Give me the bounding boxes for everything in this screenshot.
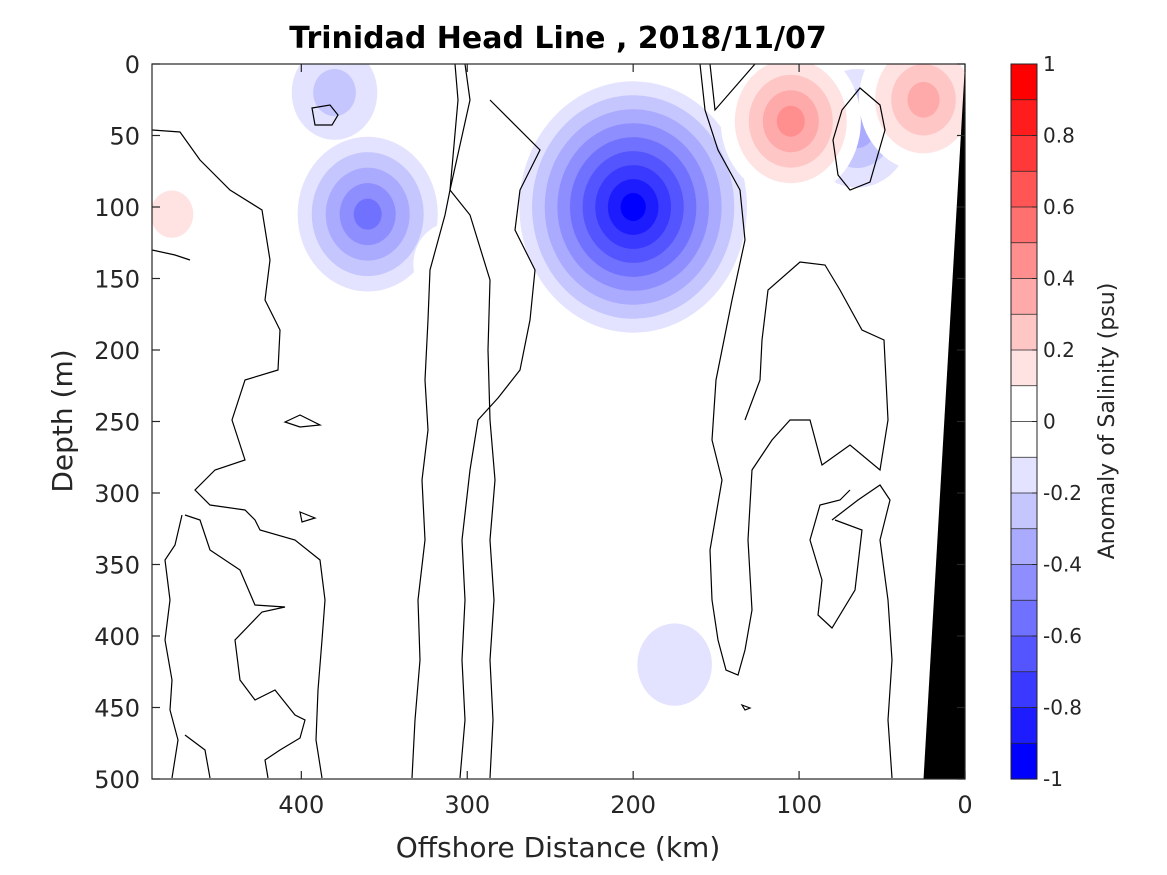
colorbar-tick-label: -0.6 xyxy=(1043,624,1082,648)
zero-contour-lines xyxy=(152,64,893,779)
seafloor-bathymetry xyxy=(923,64,965,779)
anomaly-contour-fill xyxy=(353,198,382,230)
x-tick-label: 300 xyxy=(444,791,490,819)
colorbar-swatch xyxy=(1011,385,1037,423)
colorbar-swatch xyxy=(1011,421,1037,458)
contour-line xyxy=(311,104,339,126)
colorbar-swatch xyxy=(1011,528,1037,566)
colorbar-swatch xyxy=(1011,135,1037,172)
colorbar-swatch xyxy=(1011,671,1037,709)
contour-line xyxy=(831,484,893,779)
y-tick-label: 100 xyxy=(94,194,140,222)
anomaly-contour-fill xyxy=(776,105,805,137)
anomaly-contour-fill xyxy=(313,69,356,117)
anomaly-contour-fill xyxy=(413,223,488,306)
anomaly-contour-fill xyxy=(152,190,194,238)
chart-title: Trinidad Head Line , 2018/11/07 xyxy=(289,21,826,56)
colorbar-swatch xyxy=(1011,743,1037,780)
colorbar-swatch xyxy=(1011,707,1037,744)
y-axis-ticks: 0 50 100 150 200 250 300 350 400 450 500 xyxy=(94,51,965,794)
y-axis-label: Depth (m) xyxy=(46,349,79,492)
contour-line xyxy=(283,414,323,428)
y-tick-label: 50 xyxy=(109,123,140,151)
colorbar-tick-label: 1 xyxy=(1043,52,1056,76)
contour-line xyxy=(709,64,756,112)
x-tick-label: 100 xyxy=(776,791,822,819)
colorbar-swatch xyxy=(1011,64,1037,101)
contour-line xyxy=(809,489,863,629)
y-tick-label: 250 xyxy=(94,409,140,437)
colorbar-swatch xyxy=(1011,314,1037,351)
colorbar-swatch xyxy=(1011,636,1037,673)
x-tick-label: 200 xyxy=(610,791,656,819)
colorbar-swatch xyxy=(1011,600,1037,637)
colorbar-tick-label: 0.8 xyxy=(1043,124,1075,148)
anomaly-contour-fill xyxy=(637,623,712,706)
y-tick-label: 150 xyxy=(94,266,140,294)
colorbar xyxy=(1011,63,1037,780)
contour-line xyxy=(164,514,183,779)
y-tick-label: 500 xyxy=(94,766,140,794)
salinity-anomaly-layer xyxy=(152,64,965,706)
colorbar-swatch xyxy=(1011,171,1037,208)
colorbar-label: Anomaly of Salinity (psu) xyxy=(1095,283,1120,560)
contour-line xyxy=(449,64,496,779)
x-tick-label: 0 xyxy=(957,791,972,819)
colorbar-tick-label: -0.8 xyxy=(1043,696,1082,720)
colorbar-swatch xyxy=(1011,278,1037,315)
y-tick-label: 400 xyxy=(94,623,140,651)
colorbar-swatch xyxy=(1011,350,1037,387)
colorbar-swatch xyxy=(1011,242,1037,280)
y-tick-label: 300 xyxy=(94,480,140,508)
anomaly-contour-fill xyxy=(907,81,940,118)
x-tick-label: 400 xyxy=(278,791,324,819)
contour-line xyxy=(411,64,459,779)
colorbar-tick-label: 0.6 xyxy=(1043,195,1075,219)
contour-line xyxy=(184,734,211,779)
colorbar-tick-label: 0.2 xyxy=(1043,338,1075,362)
colorbar-tick-label: 0.4 xyxy=(1043,267,1075,291)
colorbar-tick-label: -1 xyxy=(1043,767,1063,791)
contour-line xyxy=(299,511,317,523)
colorbar-ticks: 1 0.8 0.6 0.4 0.2 0 -0.2 -0.4 -0.6 -0.8 -1 xyxy=(1032,52,1082,791)
x-axis-label: Offshore Distance (km) xyxy=(396,831,721,864)
x-axis-ticks: 400 300 200 100 0 xyxy=(278,64,973,819)
colorbar-tick-label: -0.4 xyxy=(1043,553,1082,577)
y-tick-label: 0 xyxy=(125,51,140,79)
contour-line xyxy=(740,703,752,711)
contour-line xyxy=(832,87,886,191)
colorbar-swatch xyxy=(1011,99,1037,137)
colorbar-swatch xyxy=(1011,207,1037,244)
colorbar-swatch xyxy=(1011,493,1037,530)
colorbar-tick-label: -0.2 xyxy=(1043,481,1082,505)
contour-line xyxy=(699,64,889,676)
anomaly-contour-fill xyxy=(620,193,646,221)
colorbar-swatch xyxy=(1011,457,1037,494)
contour-line xyxy=(152,129,326,779)
contour-line xyxy=(459,99,541,779)
y-tick-label: 350 xyxy=(94,552,140,580)
contour-line xyxy=(152,249,191,261)
y-tick-label: 200 xyxy=(94,337,140,365)
colorbar-tick-label: 0 xyxy=(1043,410,1056,434)
colorbar-swatch xyxy=(1011,564,1037,601)
y-tick-label: 450 xyxy=(94,695,140,723)
contour-line xyxy=(184,514,306,779)
